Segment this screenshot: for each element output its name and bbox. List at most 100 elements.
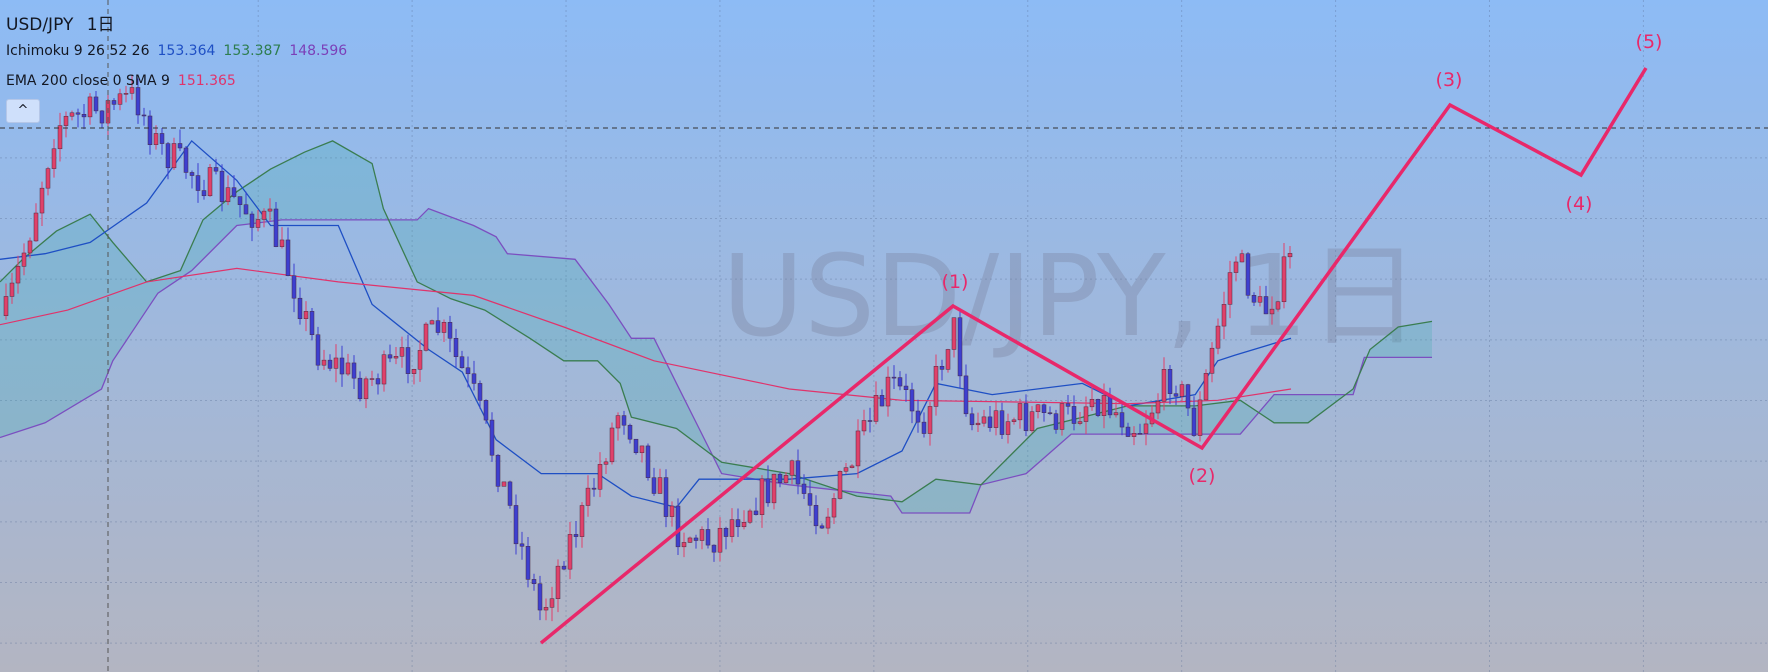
- candle-body: [591, 487, 597, 490]
- candle-body: [1041, 404, 1047, 413]
- candle-body: [1071, 406, 1077, 424]
- candle-body: [405, 347, 411, 374]
- candle-body: [561, 565, 567, 570]
- candle-body: [759, 478, 765, 515]
- candle-body: [981, 416, 987, 424]
- candle-body: [219, 170, 225, 203]
- wave-label: (1): [942, 271, 969, 293]
- candle-body: [51, 148, 57, 169]
- senkou-span-b: [0, 207, 1432, 514]
- candle-body: [1065, 403, 1071, 407]
- candle-body: [1275, 301, 1281, 310]
- interval[interactable]: 1日: [86, 15, 115, 35]
- candle-body: [147, 115, 153, 145]
- candle-body: [1239, 253, 1245, 263]
- candle-body: [639, 445, 645, 454]
- candle-body: [603, 461, 609, 465]
- candle-body: [831, 498, 837, 518]
- candle-body: [129, 87, 135, 94]
- candle-body: [81, 113, 87, 118]
- candle-body: [1101, 395, 1107, 416]
- candle-body: [1047, 412, 1053, 414]
- candle-body: [657, 477, 663, 494]
- symbol[interactable]: USD/JPY: [6, 15, 74, 35]
- candle-body: [1203, 373, 1209, 401]
- candle-body: [1029, 411, 1035, 431]
- candle-body: [21, 252, 27, 267]
- candle-body: [1083, 406, 1089, 422]
- candle-body: [237, 196, 243, 205]
- candle-body: [495, 454, 501, 487]
- candle-body: [1035, 404, 1041, 412]
- candle-body: [729, 519, 735, 537]
- candle-body: [381, 354, 387, 385]
- candle-body: [429, 320, 435, 325]
- collapse-button[interactable]: ^: [6, 99, 40, 123]
- candle-body: [465, 367, 471, 375]
- candle-body: [753, 510, 759, 515]
- candle-body: [315, 334, 321, 366]
- candle-body: [1143, 423, 1149, 434]
- candle-body: [111, 100, 117, 105]
- candle-body: [1017, 403, 1023, 421]
- candle-body: [393, 356, 399, 359]
- candle-body: [933, 366, 939, 407]
- candle-body: [489, 419, 495, 456]
- candle-body: [1227, 272, 1233, 305]
- candle-body: [1167, 369, 1173, 394]
- candle-body: [777, 473, 783, 483]
- candle-body: [1215, 325, 1221, 349]
- candle-body: [297, 297, 303, 320]
- candle-body: [249, 213, 255, 228]
- candle-body: [513, 505, 519, 545]
- candle-body: [39, 187, 45, 214]
- candle-body: [135, 87, 141, 116]
- indicator-label[interactable]: EMA 200 close 0 SMA 9: [6, 73, 170, 89]
- candle-body: [579, 505, 585, 537]
- candle-body: [213, 167, 219, 172]
- candle-body: [483, 400, 489, 421]
- candle-body: [1089, 398, 1095, 408]
- candle-body: [507, 481, 513, 506]
- candle-body: [525, 546, 531, 580]
- candle-body: [1155, 400, 1161, 414]
- candle-body: [417, 350, 423, 370]
- indicator-value: 153.387: [223, 43, 282, 59]
- candle-body: [699, 529, 705, 541]
- candle-body: [549, 598, 555, 608]
- indicator-value: 148.596: [289, 43, 348, 59]
- candle-body: [255, 219, 261, 228]
- candle-body: [363, 378, 369, 400]
- candle-body: [9, 282, 15, 297]
- candle-body: [435, 320, 441, 333]
- candle-body: [987, 416, 993, 428]
- candle-body: [1011, 419, 1017, 422]
- candle-body: [609, 427, 615, 463]
- candle-body: [921, 421, 927, 434]
- candle-body: [189, 172, 195, 176]
- candle-body: [411, 369, 417, 374]
- candle-body: [555, 565, 561, 599]
- candle-body: [1263, 296, 1269, 315]
- candle-body: [447, 322, 453, 339]
- candle-body: [141, 114, 147, 117]
- candle-body: [1245, 253, 1251, 296]
- candle-body: [801, 483, 807, 494]
- candle-body: [735, 519, 741, 528]
- candle-body: [783, 475, 789, 483]
- candle-body: [171, 143, 177, 169]
- wave-label: (4): [1566, 193, 1593, 215]
- candle-body: [1005, 421, 1011, 435]
- candle-body: [945, 349, 951, 370]
- candle-body: [387, 354, 393, 359]
- candle-body: [627, 424, 633, 440]
- candle-body: [1125, 426, 1131, 437]
- candle-body: [837, 471, 843, 499]
- candle-body: [501, 481, 507, 487]
- candle-body: [93, 96, 99, 112]
- indicator-label[interactable]: Ichimoku 9 26 52 26: [6, 43, 150, 59]
- candle-body: [855, 430, 861, 467]
- candle-body: [423, 323, 429, 351]
